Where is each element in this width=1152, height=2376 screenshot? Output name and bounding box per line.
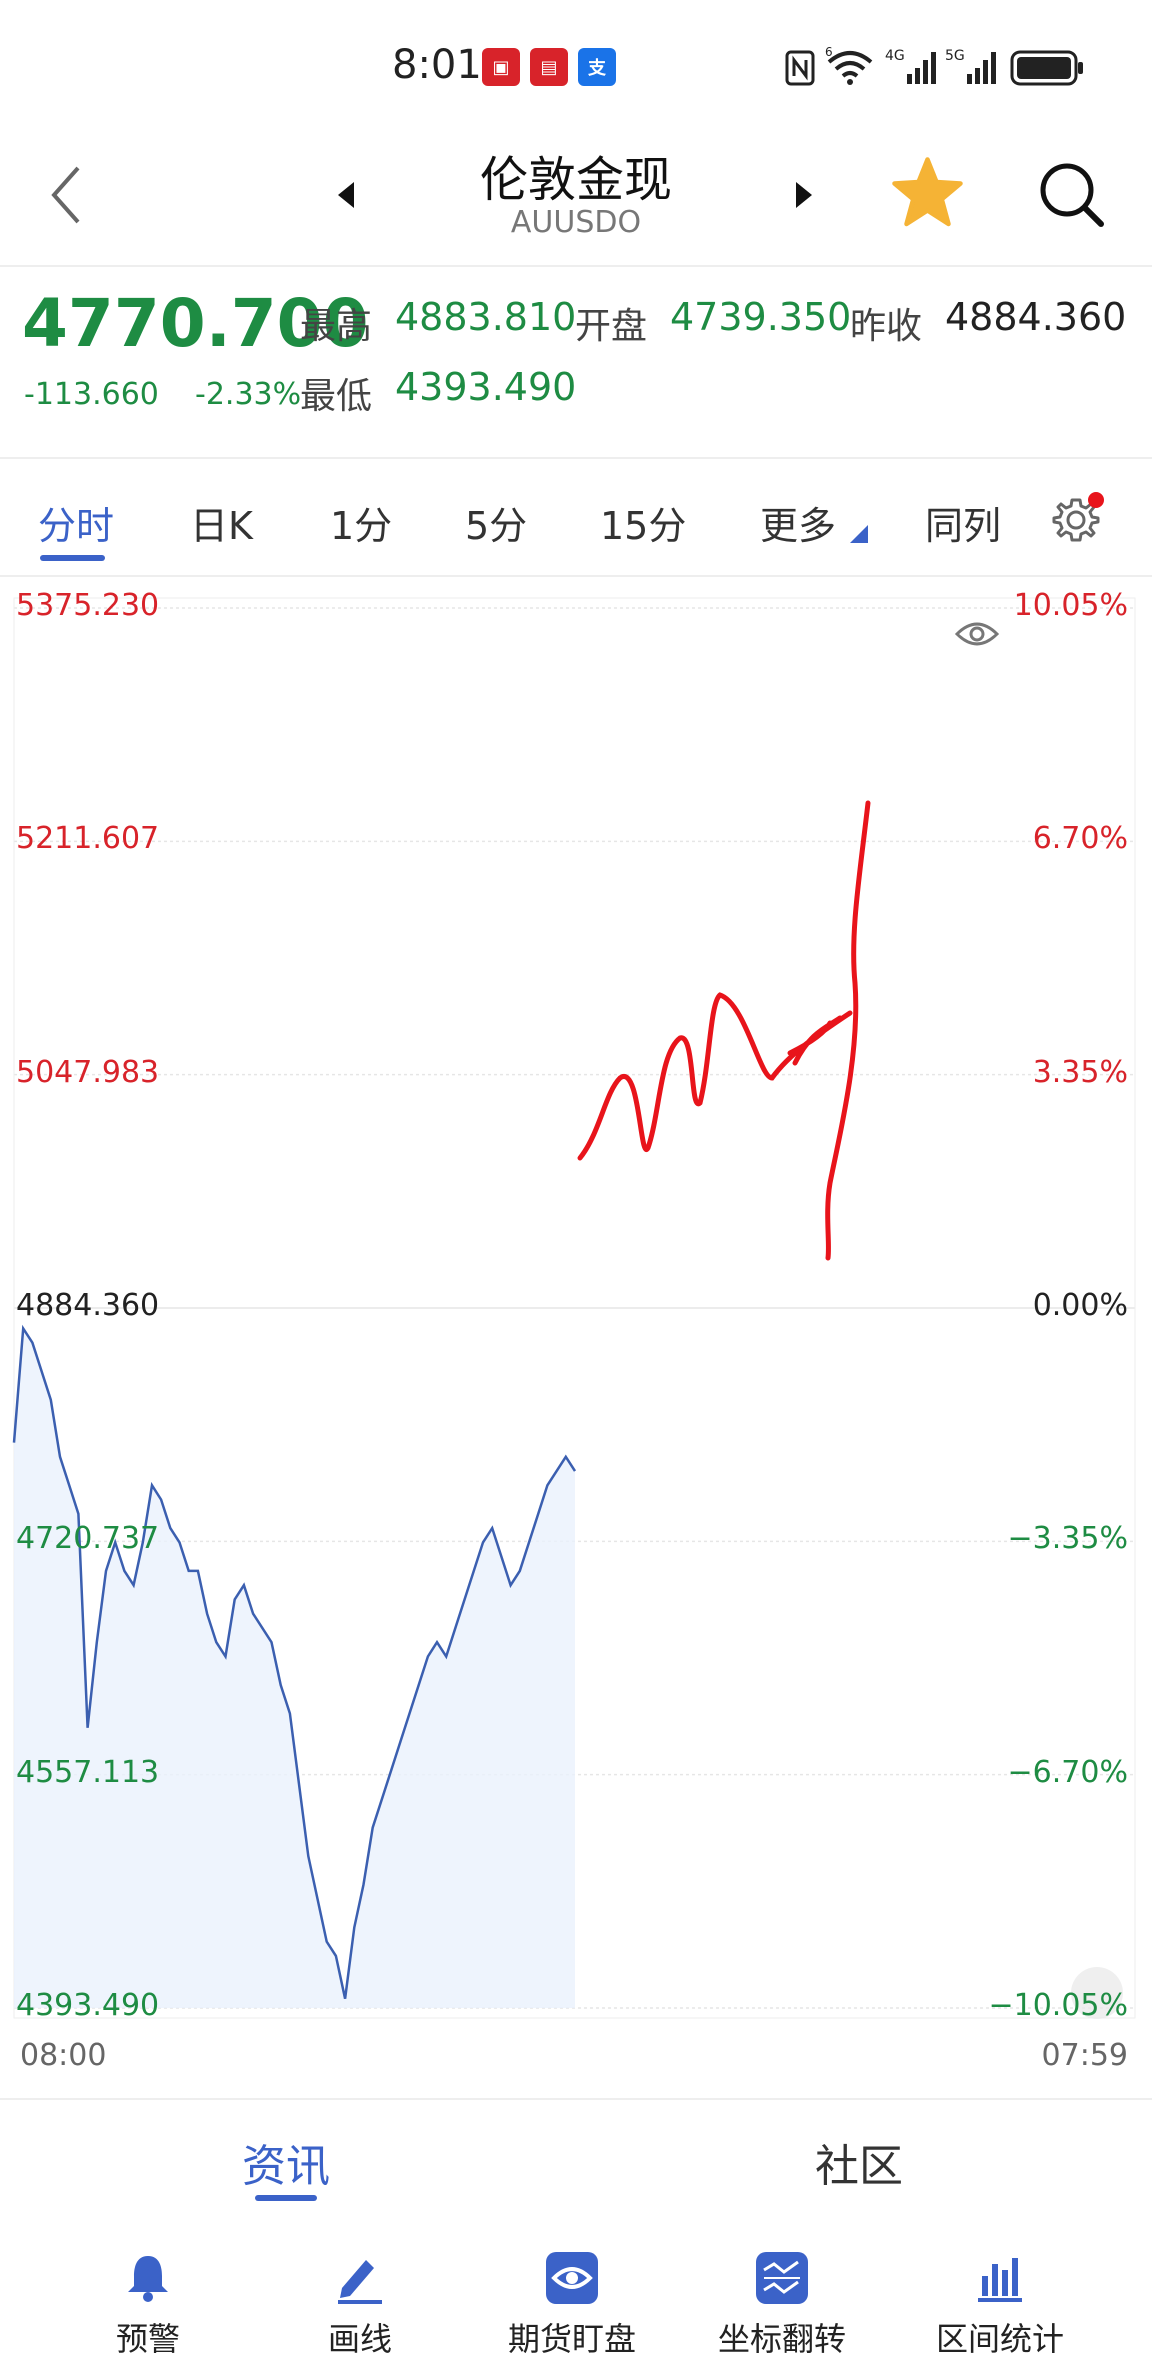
left-axis-tick: 4557.113: [16, 1754, 160, 1790]
low-value: 4393.490: [395, 365, 577, 409]
right-axis-tick: −10.05%: [988, 1988, 1128, 2023]
left-axis-tick: 5211.607: [16, 821, 160, 857]
futures-watch-label: 期货盯盘: [507, 2320, 636, 2358]
eye-icon: [546, 2252, 598, 2304]
period-tabs: 分时 日K 1分 5分 15分 更多 同列: [0, 460, 1152, 577]
tab-daily-k[interactable]: 日K: [190, 504, 253, 548]
eye-icon[interactable]: [954, 622, 1000, 646]
prev-icon[interactable]: [330, 170, 360, 220]
high-label: 最高: [300, 306, 373, 347]
time-end-label: 07:59: [1041, 2038, 1128, 2073]
right-axis-tick: 6.70%: [1032, 821, 1128, 857]
tab-more[interactable]: 更多: [760, 504, 837, 548]
nfc-icon: [785, 50, 815, 86]
battery-icon: [1010, 50, 1083, 86]
flip-axis-button[interactable]: 坐标翻转: [692, 2250, 872, 2360]
high-value: 4883.810: [395, 295, 577, 339]
prev-close-value: 4884.360: [945, 295, 1127, 339]
status-time: 8:01: [392, 42, 482, 88]
news-tab-underline: [255, 2195, 317, 2201]
app-icon-1: ▣: [482, 48, 520, 86]
net1-label: 4G: [885, 48, 905, 64]
favorite-star-icon[interactable]: [890, 155, 965, 230]
chart-canvas: [12, 597, 1136, 2019]
open-value: 4739.350: [670, 295, 852, 339]
status-bar: 8:01 ▣ ▤ 支 6 4G 5G: [0, 0, 1152, 130]
tab-5min[interactable]: 5分: [465, 504, 528, 548]
right-axis-tick: 10.05%: [1013, 588, 1128, 623]
chart-border: [13, 597, 1136, 2019]
futures-watch-button[interactable]: 期货盯盘: [482, 2250, 662, 2360]
left-axis-tick: 5047.983: [16, 1054, 160, 1090]
draw-line-label: 画线: [327, 2320, 392, 2358]
4g-signal-icon: 4G: [885, 48, 936, 84]
left-axis-tick: 4393.490: [16, 1988, 160, 2023]
left-axis-tick: 4884.360: [16, 1288, 160, 1323]
quote-panel: 4770.700 -113.660 -2.33% 最高 4883.810 开盘 …: [0, 267, 1152, 459]
range-stats-label: 区间统计: [935, 2320, 1064, 2358]
pen-icon: [338, 2260, 382, 2304]
scroll-to-top-button[interactable]: [1071, 1967, 1123, 2019]
price-line: [12, 1324, 577, 1999]
intraday-chart[interactable]: 5375.230 10.05% 5211.607 6.70% 5047.983 3.35%…: [0, 578, 1152, 2078]
left-axis-tick: 4720.737: [16, 1521, 160, 1557]
alert-label: 预警: [115, 2320, 180, 2358]
tab-news[interactable]: 资讯: [242, 2141, 330, 2192]
bar-stats-icon: [978, 2258, 1022, 2302]
tab-underline: [40, 555, 105, 561]
header: 伦敦金现 AUUSDO: [0, 130, 1152, 267]
wifi-label: 6: [825, 46, 833, 59]
alert-button[interactable]: 预警: [58, 2250, 238, 2360]
right-axis-tick: −3.35%: [1007, 1521, 1128, 1557]
settings-gear-icon[interactable]: [1050, 490, 1106, 546]
net2-label: 5G: [945, 48, 965, 64]
header-title: 伦敦金现: [479, 152, 672, 208]
last-price: 4770.700: [22, 285, 369, 362]
draw-line-button[interactable]: 画线: [270, 2250, 450, 2360]
right-axis-tick: −6.70%: [1007, 1754, 1128, 1790]
flip-axis-label: 坐标翻转: [717, 2320, 846, 2358]
range-stats-button[interactable]: 区间统计: [910, 2250, 1090, 2360]
next-icon[interactable]: [790, 170, 820, 220]
tab-1min[interactable]: 1分: [330, 504, 393, 548]
app-icon-2: ▤: [530, 48, 568, 86]
tab-15min[interactable]: 15分: [600, 504, 687, 548]
open-label: 开盘: [575, 306, 648, 347]
right-axis-tick: 0.00%: [1032, 1288, 1128, 1323]
tab-intraday[interactable]: 分时: [38, 504, 115, 548]
alipay-icon: 支: [578, 48, 616, 86]
tab-compare[interactable]: 同列: [925, 504, 1002, 548]
flip-chart-icon: [756, 2252, 808, 2304]
content-tabs: 资讯 社区: [0, 2098, 1152, 2214]
more-triangle-icon: [850, 525, 868, 543]
tab-community[interactable]: 社区: [815, 2141, 903, 2192]
back-icon[interactable]: [40, 160, 90, 230]
search-icon[interactable]: [1035, 158, 1107, 230]
low-label: 最低: [300, 376, 373, 417]
right-axis-tick: 3.35%: [1032, 1054, 1128, 1090]
bell-icon: [128, 2256, 168, 2302]
hand-annotation-stroke: [577, 800, 871, 1261]
price-area: [14, 1328, 575, 2008]
bottom-toolbar: 预警 画线 期货盯盘 坐标翻转 区间统计: [0, 2212, 1152, 2376]
5g-signal-icon: 5G: [945, 48, 996, 84]
header-code: AUUSDO: [510, 205, 642, 240]
wifi-icon: 6: [825, 46, 873, 85]
left-axis-tick: 5375.230: [16, 588, 160, 623]
time-start-label: 08:00: [20, 2038, 107, 2073]
prev-close-label: 昨收: [850, 306, 923, 347]
price-change-pct: -2.33%: [195, 377, 302, 412]
price-change: -113.660: [24, 377, 159, 412]
